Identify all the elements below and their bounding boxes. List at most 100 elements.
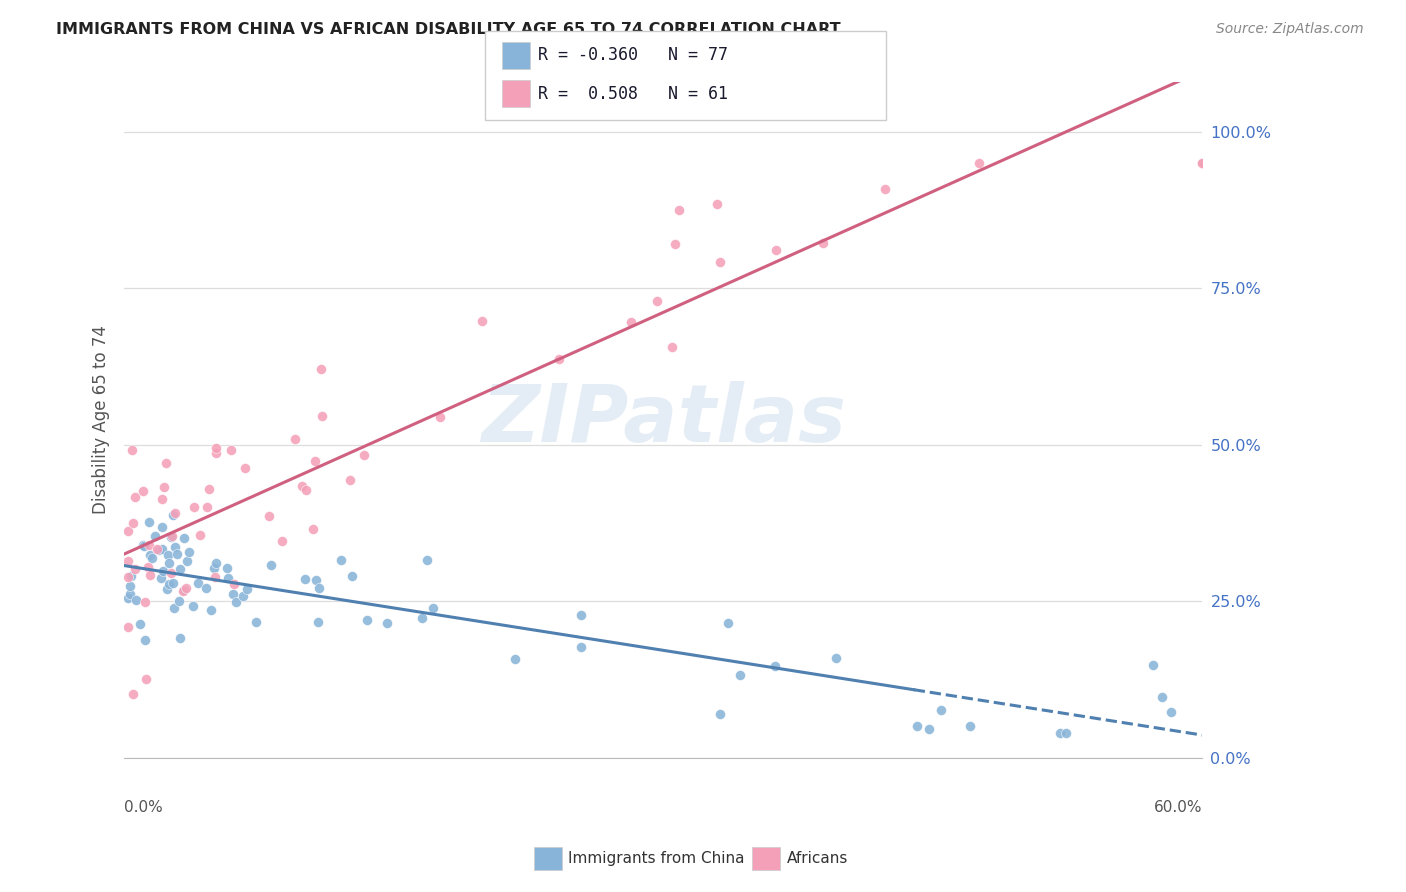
Point [339, 473, 361, 487]
Point [162, 508, 184, 522]
Point [548, 352, 571, 367]
Point [619, 315, 641, 329]
Point [245, 615, 267, 629]
Point [173, 582, 195, 597]
Point [222, 587, 245, 601]
Point [181, 599, 204, 613]
Point [135, 672, 157, 686]
Point [160, 529, 183, 543]
Point [129, 617, 152, 632]
Point [202, 561, 225, 575]
Point [1152, 690, 1174, 704]
Y-axis label: Disability Age 65 to 74: Disability Age 65 to 74 [93, 326, 110, 515]
Point [117, 570, 139, 584]
Point [259, 509, 281, 524]
Point [166, 547, 188, 561]
Point [132, 538, 155, 552]
Point [143, 529, 166, 543]
Point [152, 564, 174, 578]
Point [169, 631, 191, 645]
Point [138, 538, 160, 552]
Point [157, 576, 180, 591]
Point [308, 582, 330, 596]
Point [174, 581, 197, 595]
Point [167, 594, 190, 608]
Point [121, 442, 143, 457]
Point [132, 539, 155, 553]
Point [271, 534, 294, 549]
Point [146, 542, 169, 557]
Point [134, 633, 156, 648]
Point [153, 480, 176, 494]
Point [124, 490, 146, 504]
Point [200, 603, 222, 617]
Point [664, 236, 686, 251]
Point [141, 551, 163, 566]
Point [150, 570, 173, 584]
Point [187, 576, 209, 591]
Point [763, 659, 786, 673]
Point [132, 483, 155, 498]
Point [661, 341, 683, 355]
Point [730, 668, 752, 682]
Point [260, 558, 283, 572]
Point [122, 687, 145, 701]
Point [235, 582, 257, 597]
Point [183, 500, 205, 514]
Point [117, 554, 139, 568]
Point [139, 548, 162, 562]
Point [717, 616, 740, 631]
Point [311, 409, 333, 423]
Point [353, 448, 375, 462]
Text: Source: ZipAtlas.com: Source: ZipAtlas.com [1216, 22, 1364, 37]
Point [195, 500, 218, 515]
Point [304, 454, 326, 468]
Point [219, 443, 242, 458]
Point [294, 483, 316, 497]
Text: Immigrants from China: Immigrants from China [568, 852, 745, 866]
Point [124, 561, 146, 575]
Point [503, 652, 526, 666]
Point [918, 722, 941, 736]
Point [120, 579, 142, 593]
Point [422, 600, 444, 615]
Point [1160, 706, 1182, 720]
Point [205, 441, 228, 455]
Point [120, 569, 142, 583]
Point [340, 569, 363, 583]
Point [136, 559, 159, 574]
Text: 0.0%: 0.0% [124, 799, 163, 814]
Point [165, 540, 187, 554]
Point [156, 549, 179, 563]
Point [959, 719, 981, 733]
Point [134, 595, 156, 609]
Point [217, 571, 239, 585]
Point [162, 576, 184, 591]
Point [645, 293, 668, 308]
Point [117, 524, 139, 538]
Point [172, 583, 194, 598]
Point [160, 530, 183, 544]
Text: Africans: Africans [787, 852, 849, 866]
Point [150, 519, 173, 533]
Point [709, 706, 731, 721]
Point [765, 243, 787, 257]
Point [329, 553, 352, 567]
Text: ZIPatlas: ZIPatlas [481, 381, 845, 458]
Point [173, 532, 195, 546]
Point [139, 567, 162, 582]
Point [159, 566, 181, 580]
Point [198, 483, 221, 497]
Point [569, 640, 592, 654]
Point [177, 545, 200, 559]
Point [118, 587, 141, 601]
Text: 60.0%: 60.0% [1154, 799, 1202, 814]
Point [302, 522, 325, 536]
Point [150, 491, 173, 506]
Point [356, 613, 378, 627]
Point [157, 556, 180, 570]
Point [1191, 156, 1213, 170]
Point [1142, 657, 1164, 672]
Point [155, 456, 177, 470]
Point [215, 561, 238, 575]
